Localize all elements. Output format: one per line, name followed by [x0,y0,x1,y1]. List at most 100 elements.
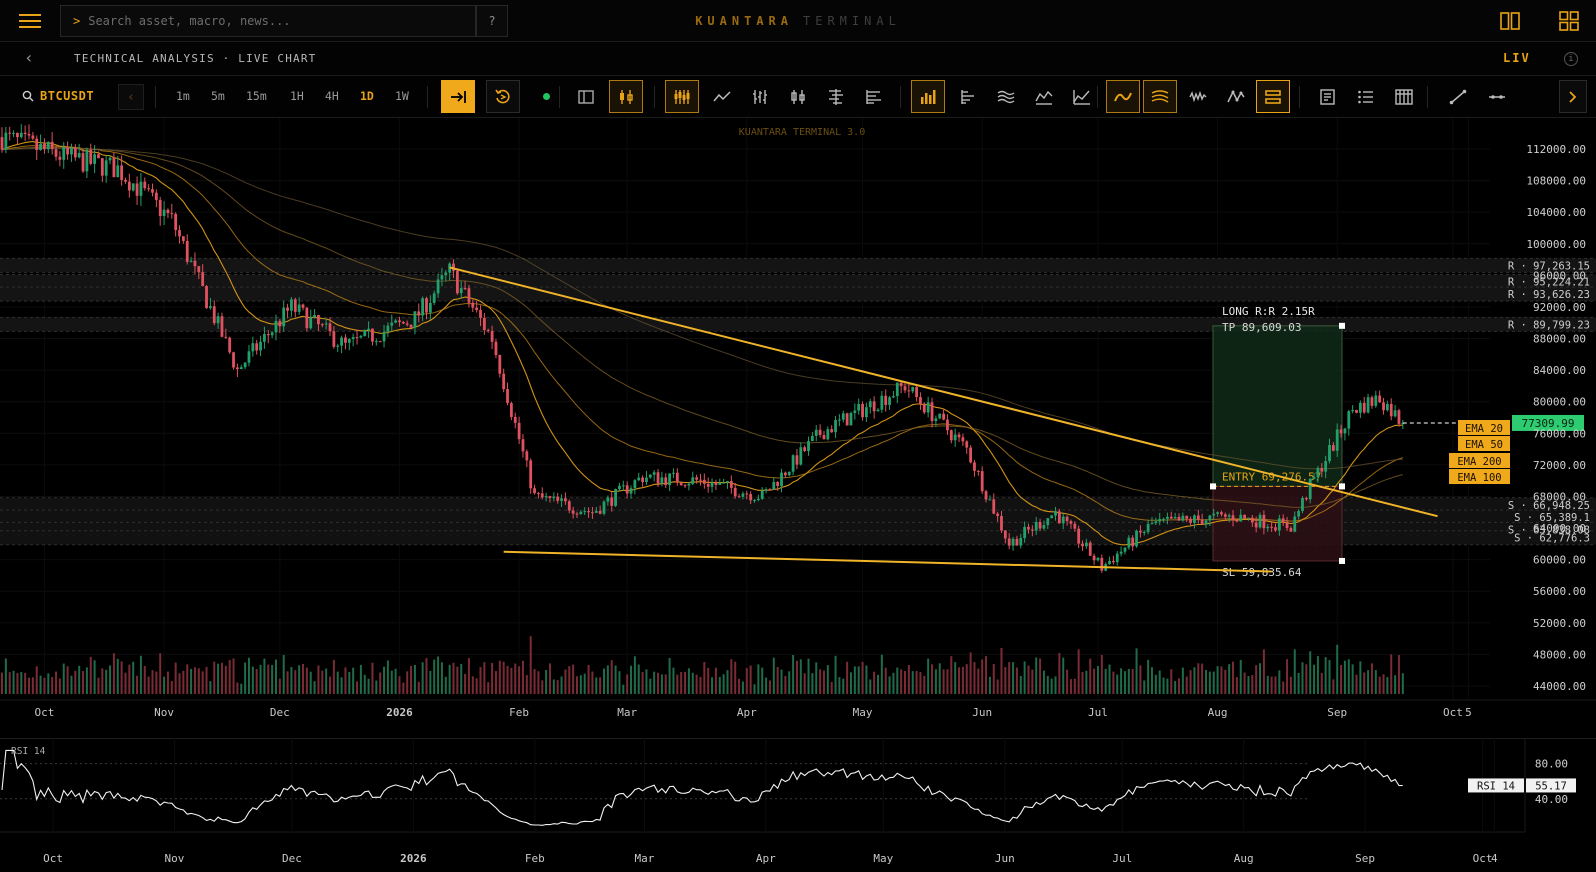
chart-type-line-button[interactable] [705,80,739,113]
candle-body [737,496,741,498]
timeframe-5m[interactable]: 5m [211,89,225,103]
volume-bar [1382,674,1385,694]
candle-body [826,429,830,440]
candle-body [1015,538,1019,546]
support-trendline[interactable] [503,550,1272,573]
search-input[interactable] [88,14,449,28]
panel-toggle-button[interactable] [569,80,603,113]
ema-100-line [1,146,1403,508]
volume-bar [475,678,478,694]
candles-toggle-button[interactable] [609,80,643,113]
candle-body [413,311,417,328]
table-view-button[interactable] [1387,80,1421,113]
timeframe-4h[interactable]: 4H [325,89,339,103]
candle-body [1146,524,1150,532]
overlay-ema-button[interactable] [1106,80,1140,113]
split-layout-icon[interactable] [1499,11,1521,31]
candle-body [1285,521,1289,529]
overlay-noise-button[interactable] [1181,80,1215,113]
go-to-realtime-button[interactable] [441,80,475,113]
timeframe-15m[interactable]: 15m [246,89,267,103]
candle-body [154,192,158,200]
symbol-selector[interactable]: BTCUSDT [22,89,94,103]
candle-body [81,153,85,172]
trade-handle[interactable] [1339,557,1345,564]
indicator-waves-button[interactable] [989,80,1023,113]
volume-bar [112,653,115,694]
candle-body [1196,515,1200,520]
chart-type-profile-button[interactable] [819,80,853,113]
chart-type-candles-button[interactable] [665,80,699,113]
candle-body [687,483,691,486]
volume-bar [780,669,783,694]
take-profit-label: TP 89,609.03 [1222,321,1301,334]
indicator-oscillator-button[interactable] [1027,80,1061,113]
search-box[interactable]: > [60,5,476,37]
prev-symbol-chevron-icon[interactable]: ‹ [118,84,144,110]
last-price-badge [1512,414,1584,431]
timeframe-1d[interactable]: 1D [360,89,374,103]
candle-body [1366,397,1370,413]
volume-bar [1363,672,1366,694]
indicator-depth-button[interactable] [951,80,985,113]
rsi-panel[interactable]: RSI 14 80.00 40.00 RSI 14 55.17 Oct Nov Dec 202… [0,738,1596,872]
candle-body [1397,410,1401,424]
candle-body [1000,515,1003,531]
ema-label: EMA 200 [1457,456,1501,468]
chart-type-histogram-button[interactable] [857,80,891,113]
volume-bar [846,661,849,694]
volume-bar [8,672,11,694]
volume-bar [668,657,671,694]
volume-bar [568,666,571,694]
grid-layout-icon[interactable] [1558,11,1580,31]
candle-body [1115,553,1119,563]
trade-handle[interactable] [1339,322,1345,329]
candle-body [1189,518,1192,523]
info-icon[interactable]: i [1564,52,1578,66]
indicator-volume-button[interactable] [911,80,945,113]
back-chevron-icon[interactable]: ‹ [24,48,34,67]
time-tick-label: Sep [1327,706,1347,719]
overlay-levels-button[interactable] [1256,80,1290,113]
descending-trendline[interactable] [449,266,1438,518]
candle-body [1277,518,1281,531]
candle-body [876,409,880,412]
candle-body [803,447,807,452]
volume-bar [1282,681,1285,694]
volume-bar [452,662,455,694]
timeframe-1h[interactable]: 1H [290,89,304,103]
trade-handle[interactable] [1210,483,1216,490]
volume-bar [572,664,575,694]
price-chart[interactable]: LONG R:R 2.15R TP 89,609.03 ENTRY 69,276.5… [0,118,1596,738]
time-tick-label: Nov [154,706,174,719]
hamburger-menu-icon[interactable] [0,0,60,42]
volume-bar [1019,675,1022,694]
price-tick-label: 52000.00 [1533,617,1586,630]
candle-body [266,334,270,336]
toolbar-next-button[interactable] [1559,80,1587,113]
notes-button[interactable] [1311,80,1345,113]
candle-body [525,451,529,461]
list-view-button[interactable] [1349,80,1383,113]
trade-handle[interactable] [1339,483,1345,490]
candle-body [868,401,872,408]
volume-bar [124,672,127,694]
candle-body [838,419,841,421]
overlay-bands-button[interactable] [1143,80,1177,113]
timeframe-1w[interactable]: 1W [395,89,409,103]
volume-bar [1073,678,1076,694]
replay-button[interactable] [486,80,520,113]
volume-bar [390,670,393,694]
draw-hline-button[interactable] [1480,80,1514,113]
volume-bar [325,668,328,694]
candle-body [459,288,463,294]
chart-type-bars-button[interactable] [743,80,777,113]
timeframe-1m[interactable]: 1m [176,89,190,103]
volume-bar [190,668,193,694]
indicator-spread-button[interactable] [1065,80,1099,113]
draw-trendline-button[interactable] [1441,80,1475,113]
chart-type-hollow-button[interactable] [781,80,815,113]
volume-bar [1228,664,1231,694]
overlay-zigzag-button[interactable] [1219,80,1253,113]
help-button[interactable]: ? [476,5,508,37]
